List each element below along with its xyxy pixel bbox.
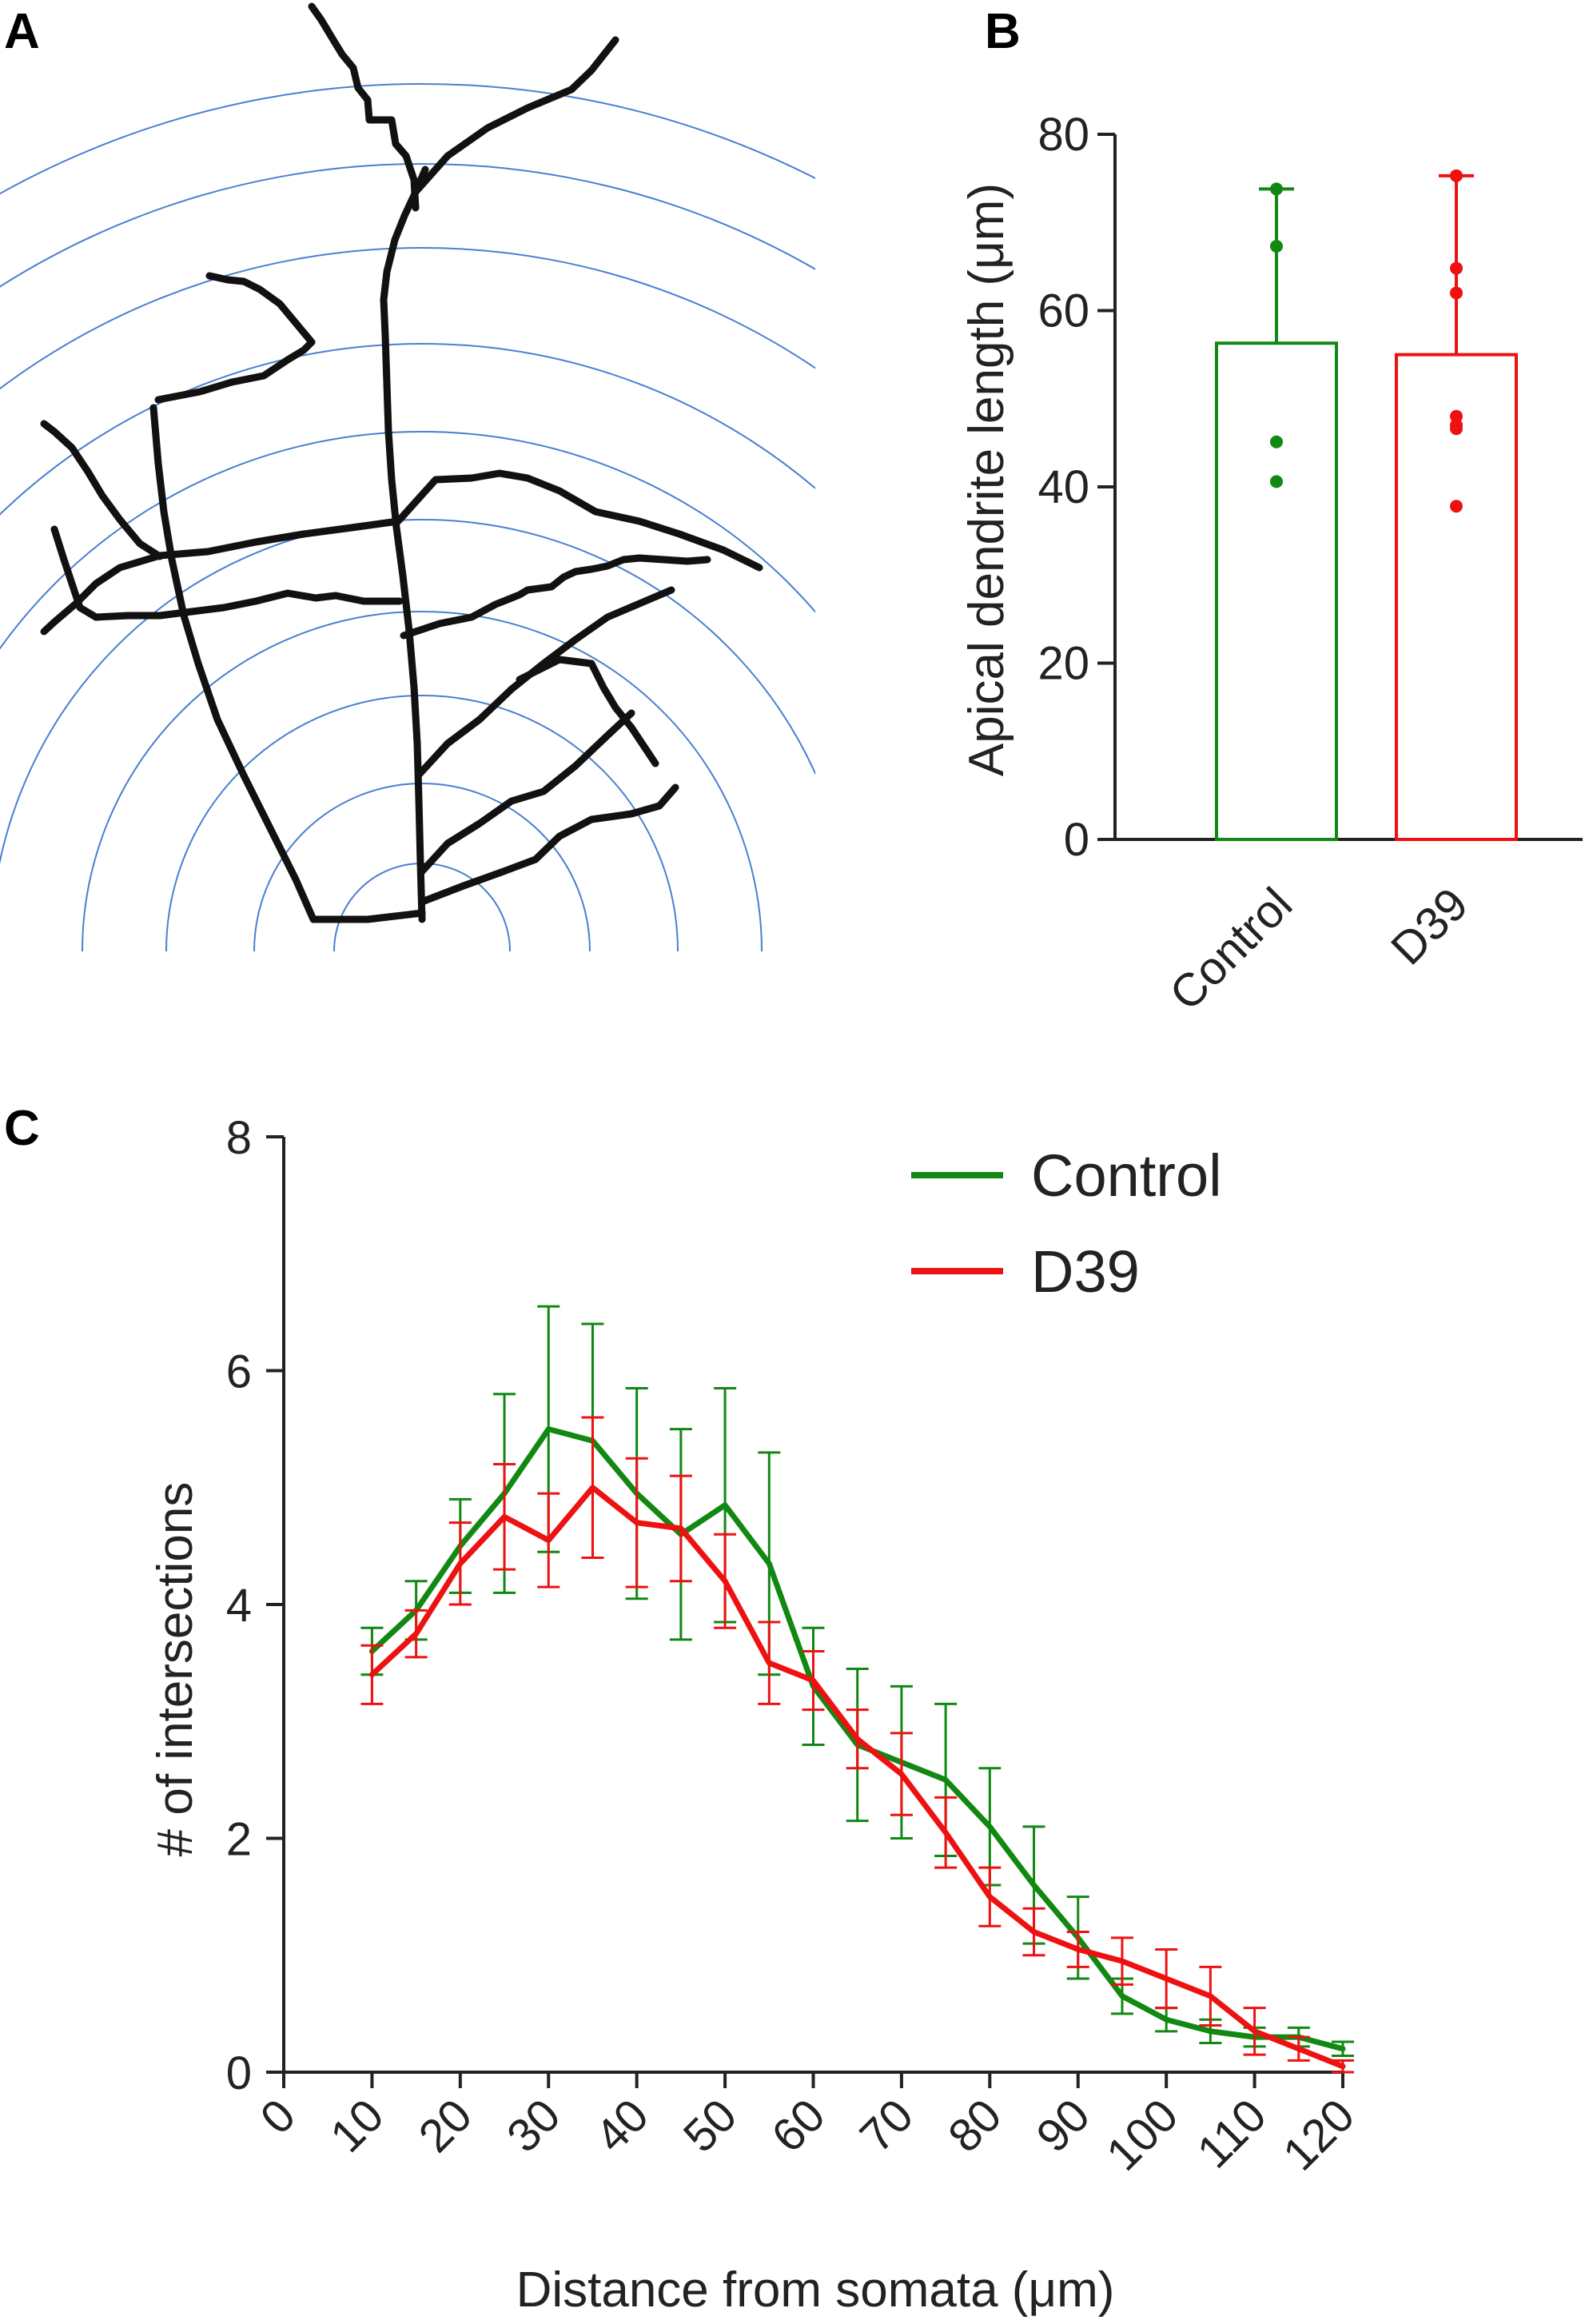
panel-c-line-chart: # of intersections Distance from somata … [148, 1112, 1364, 2318]
y-tick-label-c: 2 [226, 1814, 252, 1866]
data-point-control [1270, 182, 1283, 196]
x-tick-label-b: Control [1160, 878, 1302, 1020]
x-axis-title-c: Distance from somata (μm) [516, 2262, 1115, 2318]
data-point-d39 [1450, 286, 1463, 300]
branch-right-bottom [418, 783, 679, 906]
legend-label-control: Control [1031, 1142, 1222, 1209]
y-tick-label-b: 20 [1037, 638, 1089, 690]
y-axis-title-b: Apical dendrite length (μm) [959, 183, 1014, 776]
sholl-ring [253, 783, 591, 951]
sholl-ring [0, 83, 815, 195]
sholl-ring [82, 611, 763, 951]
data-point-d39 [1450, 500, 1463, 513]
sholl-rings [0, 83, 815, 951]
x-tick-label-c: 0 [250, 2089, 305, 2144]
x-tick-label-c: 90 [1026, 2089, 1100, 2163]
x-tick-label-c: 120 [1273, 2089, 1364, 2180]
x-tick-label-c: 50 [674, 2089, 747, 2163]
y-tick-label-b: 0 [1064, 814, 1089, 866]
sholl-ring [0, 431, 815, 650]
x-tick-label-c: 40 [585, 2089, 659, 2163]
y-tick-label-c: 8 [226, 1112, 252, 1164]
apical-tuft-right [412, 36, 619, 196]
data-point-d39 [1450, 169, 1463, 182]
data-point-control [1270, 475, 1283, 488]
branch-right-upper [396, 469, 763, 572]
data-point-d39 [1450, 261, 1463, 275]
branch-right-lowest [418, 709, 635, 875]
apical-tuft-left [308, 2, 420, 212]
apical-trunk [380, 165, 429, 923]
data-point-d39 [1450, 409, 1463, 423]
x-tick-label-c: 100 [1097, 2089, 1188, 2180]
branch-right-mid [400, 554, 711, 640]
x-tick-label-c: 30 [497, 2089, 571, 2163]
panel-letter-a: A [4, 4, 40, 59]
series-d39 [360, 1416, 1354, 2074]
sholl-ring [0, 247, 815, 390]
branch-left-mid-sub [40, 420, 164, 560]
neuron-tracing [40, 2, 763, 923]
x-tick-label-c: 70 [850, 2089, 924, 2163]
x-tick-label-c: 110 [1187, 2089, 1276, 2178]
data-point-d39 [1450, 422, 1463, 436]
basal-long-left [149, 404, 317, 923]
y-tick-label-b: 60 [1037, 285, 1089, 337]
data-point-control [1270, 240, 1283, 253]
x-tick-label-b: D39 [1381, 878, 1478, 975]
x-tick-label-c: 10 [321, 2089, 394, 2163]
x-tick-label-c: 20 [408, 2089, 482, 2163]
y-tick-label-b: 40 [1037, 461, 1089, 513]
series-control [360, 1305, 1354, 2058]
y-tick-label-c: 4 [226, 1580, 252, 1632]
y-tick-label-c: 0 [226, 2047, 252, 2099]
legend-label-d39: D39 [1031, 1238, 1140, 1305]
panel-letter-b: B [985, 4, 1021, 59]
panel-letter-c: C [4, 1101, 40, 1156]
y-tick-label-c: 6 [226, 1346, 252, 1398]
series-c [360, 1305, 1354, 2074]
bar-control [1215, 341, 1338, 842]
branch-right-lower-sub [516, 656, 659, 767]
panel-b-bar-chart: Apical dendrite length (μm) 0 20 40 60 80 Co… [959, 109, 1583, 1020]
y-tick-label-b: 80 [1037, 109, 1089, 161]
data-point-control [1270, 435, 1283, 448]
legend-c: Control D39 [911, 1142, 1222, 1305]
sholl-ring [0, 163, 815, 288]
sholl-ring [165, 695, 679, 951]
branch-upper-left [154, 272, 316, 404]
soma-base [309, 909, 426, 923]
sholl-ring [0, 519, 815, 866]
x-tick-label-c: 80 [938, 2089, 1012, 2163]
x-tick-label-c: 60 [762, 2089, 835, 2163]
sholl-ring [0, 343, 815, 516]
panel-a-neuron-tracing [0, 2, 815, 951]
bars-b [1215, 169, 1518, 842]
y-axis-b: 0 20 40 60 80 [1037, 109, 1583, 866]
y-axis-title-c: # of intersections [148, 1482, 203, 1857]
branch-left-lower [50, 525, 404, 621]
x-tick-labels-b: Control D39 [1160, 878, 1478, 1020]
series-line-d39 [368, 1485, 1346, 2070]
